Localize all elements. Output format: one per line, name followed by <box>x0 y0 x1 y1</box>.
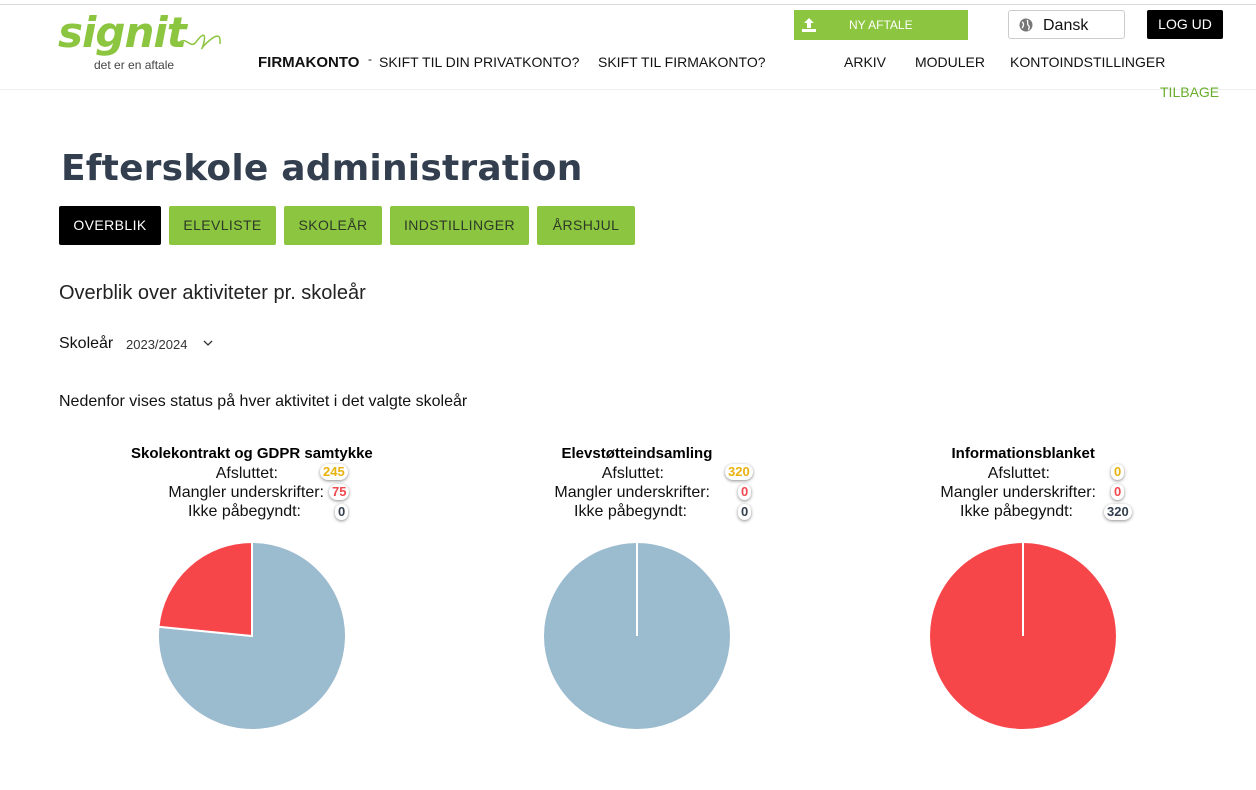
label-not-started: Ikke påbegyndt: <box>574 503 687 520</box>
nav-switch-firm[interactable]: SKIFT TIL FIRMAKONTO? <box>598 54 766 70</box>
top-border <box>0 4 1256 5</box>
label-done: Afsluttet: <box>601 465 664 482</box>
language-value: Dansk <box>1043 17 1089 34</box>
tab-overview[interactable]: OVERBLIK <box>59 206 161 245</box>
label-missing: Mangler underskrifter: <box>940 484 1096 501</box>
slice-done[interactable] <box>157 541 347 731</box>
globe-icon <box>1019 18 1033 32</box>
page-title: Efterskole administration <box>61 148 583 189</box>
school-year-dropdown[interactable]: 2023/2024 <box>126 337 188 352</box>
nav-archive[interactable]: ARKIV <box>844 54 887 70</box>
nav-separator: - <box>368 52 372 66</box>
tab-settings[interactable]: INDSTILLINGER <box>390 206 529 245</box>
logout-button[interactable]: LOG UD <box>1147 10 1223 39</box>
nav-firm-account[interactable]: FIRMAKONTO <box>258 54 360 71</box>
school-year-label: Skoleår <box>59 335 114 352</box>
logo-tagline: det er en aftale <box>94 58 175 72</box>
label-not-started: Ikke påbegyndt: <box>960 503 1073 520</box>
new-agreement-label: NY AFTALE <box>849 18 913 32</box>
chart-title: Informationsblanket <box>951 445 1095 462</box>
badge-missing: 75 <box>329 484 350 500</box>
label-missing: Mangler underskrifter: <box>168 484 324 501</box>
chevron-down-icon[interactable] <box>203 339 213 347</box>
badge-done: 320 <box>725 464 753 480</box>
nav-modules[interactable]: MODULER <box>915 54 986 70</box>
nav-account-settings[interactable]: KONTOINDSTILLINGER <box>1010 54 1166 70</box>
badge-not-started: 0 <box>738 504 752 520</box>
overview-subtitle: Overblik over aktiviteter pr. skoleår <box>59 282 366 304</box>
badge-not-started: 0 <box>335 504 349 520</box>
signature-squiggle-icon <box>177 34 221 50</box>
chart-title: Elevstøtteindsamling <box>561 445 713 462</box>
pie-chart-contract <box>157 541 347 731</box>
language-select[interactable]: Dansk <box>1008 10 1125 39</box>
new-agreement-button[interactable]: NY AFTALE <box>794 10 968 40</box>
slice-missing[interactable] <box>157 541 253 638</box>
signit-logo[interactable]: signit det er en aftale <box>58 8 228 76</box>
header-divider <box>0 89 1256 90</box>
tab-school-year[interactable]: SKOLEÅR <box>284 206 382 245</box>
label-done: Afsluttet: <box>987 465 1050 482</box>
tab-student-list[interactable]: ELEVLISTE <box>169 206 276 245</box>
logo-wordmark: signit <box>58 8 187 57</box>
label-missing: Mangler underskrifter: <box>554 484 710 501</box>
pie-chart-support <box>542 541 732 731</box>
tab-year-wheel[interactable]: ÅRSHJUL <box>537 206 635 245</box>
nav-switch-private[interactable]: SKIFT TIL DIN PRIVATKONTO? <box>379 54 580 70</box>
pie-chart-info-form <box>928 541 1118 731</box>
badge-missing: 0 <box>738 484 752 500</box>
badge-not-started: 320 <box>1104 504 1132 520</box>
label-done: Afsluttet: <box>215 465 278 482</box>
badge-missing: 0 <box>1111 484 1125 500</box>
badge-done: 0 <box>1111 464 1125 480</box>
label-not-started: Ikke påbegyndt: <box>188 503 301 520</box>
badge-done: 245 <box>320 464 348 480</box>
chart-title: Skolekontrakt og GDPR samtykke <box>131 445 373 462</box>
back-link[interactable]: TILBAGE <box>1160 84 1220 100</box>
upload-icon <box>802 18 816 32</box>
status-description: Nedenfor vises status på hver aktivitet … <box>59 393 468 410</box>
